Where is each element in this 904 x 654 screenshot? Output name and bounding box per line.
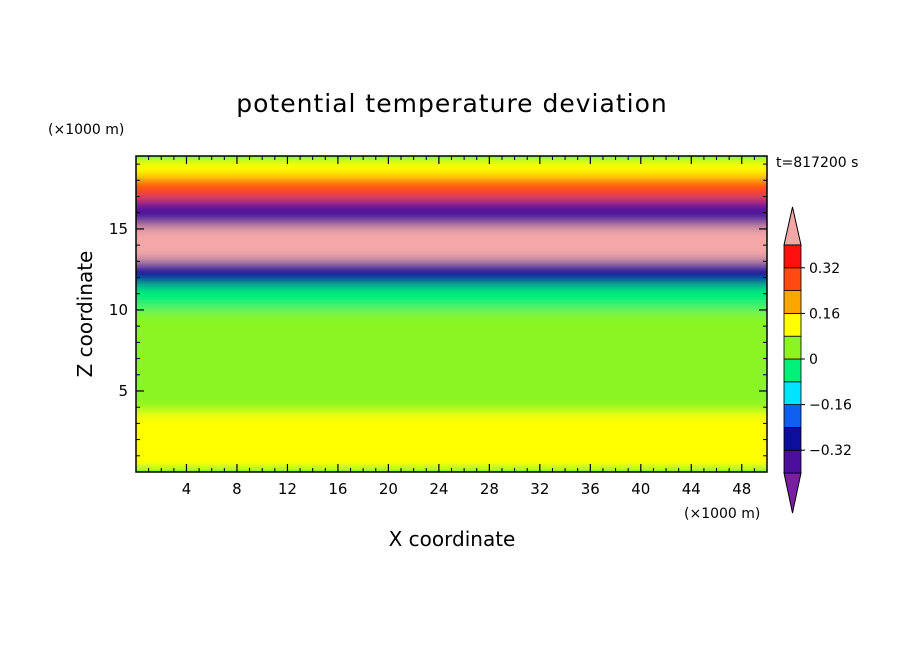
x-unit-label: (×1000 m) — [684, 506, 760, 522]
contour-band-5 — [136, 285, 767, 310]
colorbar-max-triangle — [783, 206, 802, 246]
colorbar-segment — [783, 335, 802, 360]
x-axis: 4 8 12 16 20 24 28 32 36 40 44 48 — [148, 156, 755, 498]
x-tick-label: 32 — [530, 480, 549, 498]
colorbar-segment — [783, 449, 802, 474]
colorbar-tick-label: −0.16 — [809, 398, 852, 414]
colorbar-min-triangle — [783, 472, 802, 514]
x-tick-label: 40 — [631, 480, 650, 498]
contour-band-2 — [136, 199, 767, 226]
y-axis: 5 10 15 — [109, 163, 767, 457]
x-axis-label: X coordinate — [389, 527, 516, 551]
x-tick-label: 24 — [429, 480, 448, 498]
colorbar-segment — [783, 312, 802, 337]
colorbar-segment — [783, 244, 802, 269]
colorbar-tick-label: 0.16 — [809, 306, 840, 322]
y-tick-label: 10 — [109, 301, 128, 319]
time-label: t=817200 s — [776, 155, 858, 171]
colorbar: 0.32 0.16 0 −0.16 −0.32 — [783, 206, 852, 514]
colorbar-tick-label: −0.32 — [809, 443, 852, 459]
x-tick-label: 12 — [278, 480, 297, 498]
contour-band-6 — [136, 309, 767, 413]
contour-band-7 — [136, 412, 767, 472]
contour-band-3 — [136, 225, 767, 262]
contour-band-0 — [136, 156, 767, 178]
contour-band-1 — [136, 177, 767, 200]
x-tick-label: 4 — [182, 480, 192, 498]
x-tick-label: 36 — [581, 480, 600, 498]
x-tick-label: 48 — [732, 480, 751, 498]
colorbar-segment — [783, 290, 802, 314]
contour-plot-area — [136, 156, 767, 472]
colorbar-segment — [783, 381, 802, 405]
contour-band-4 — [136, 261, 767, 286]
x-tick-label: 28 — [480, 480, 499, 498]
colorbar-tick-label: 0.32 — [809, 261, 840, 277]
colorbar-segment — [783, 358, 802, 383]
colorbar-segment — [783, 426, 802, 451]
y-tick-label: 5 — [118, 382, 128, 400]
colorbar-segment — [783, 404, 802, 428]
x-tick-label: 20 — [379, 480, 398, 498]
x-tick-label: 8 — [232, 480, 242, 498]
y-unit-label: (×1000 m) — [48, 122, 124, 138]
x-tick-label: 16 — [328, 480, 347, 498]
colorbar-tick-label: 0 — [809, 352, 818, 368]
x-tick-label: 44 — [682, 480, 701, 498]
contour-bands — [136, 156, 767, 472]
colorbar-segment — [783, 267, 802, 291]
y-axis-label: Z coordinate — [73, 251, 97, 378]
chart-title: potential temperature deviation — [236, 89, 667, 118]
y-tick-label: 15 — [109, 220, 128, 238]
